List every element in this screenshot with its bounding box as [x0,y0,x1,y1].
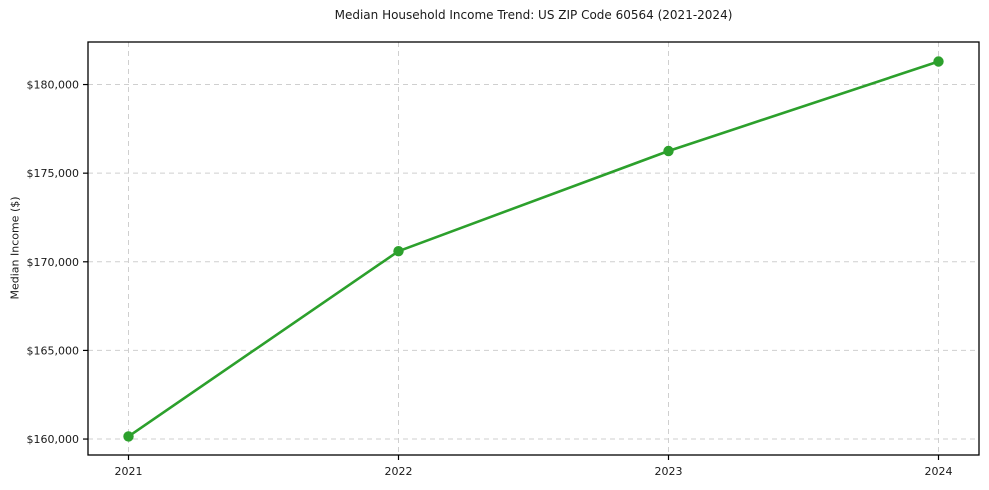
data-point-marker [663,145,674,157]
x-tick-label: 2024 [925,465,953,478]
y-tick-label: $175,000 [27,167,80,180]
y-tick-label: $170,000 [27,256,80,269]
y-axis-label: Median Income ($) [8,196,22,300]
y-tick-label: $180,000 [27,79,80,92]
y-tick-label: $165,000 [27,344,80,357]
plot-frame [87,41,980,456]
y-tick-label: $160,000 [27,433,80,446]
x-tick-label: 2021 [115,465,143,478]
chart-title: Median Household Income Trend: US ZIP Co… [334,8,733,22]
x-tick-label: 2022 [385,465,413,478]
data-point-marker [393,245,404,257]
trend-line [127,60,940,438]
x-tick-label: 2023 [655,465,683,478]
data-point-marker [933,56,944,67]
data-point-marker [123,431,134,442]
